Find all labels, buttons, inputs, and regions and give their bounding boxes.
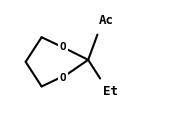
Text: Ac: Ac <box>99 14 114 27</box>
Text: Et: Et <box>103 85 118 98</box>
Text: O: O <box>60 73 66 84</box>
Text: O: O <box>60 41 66 52</box>
